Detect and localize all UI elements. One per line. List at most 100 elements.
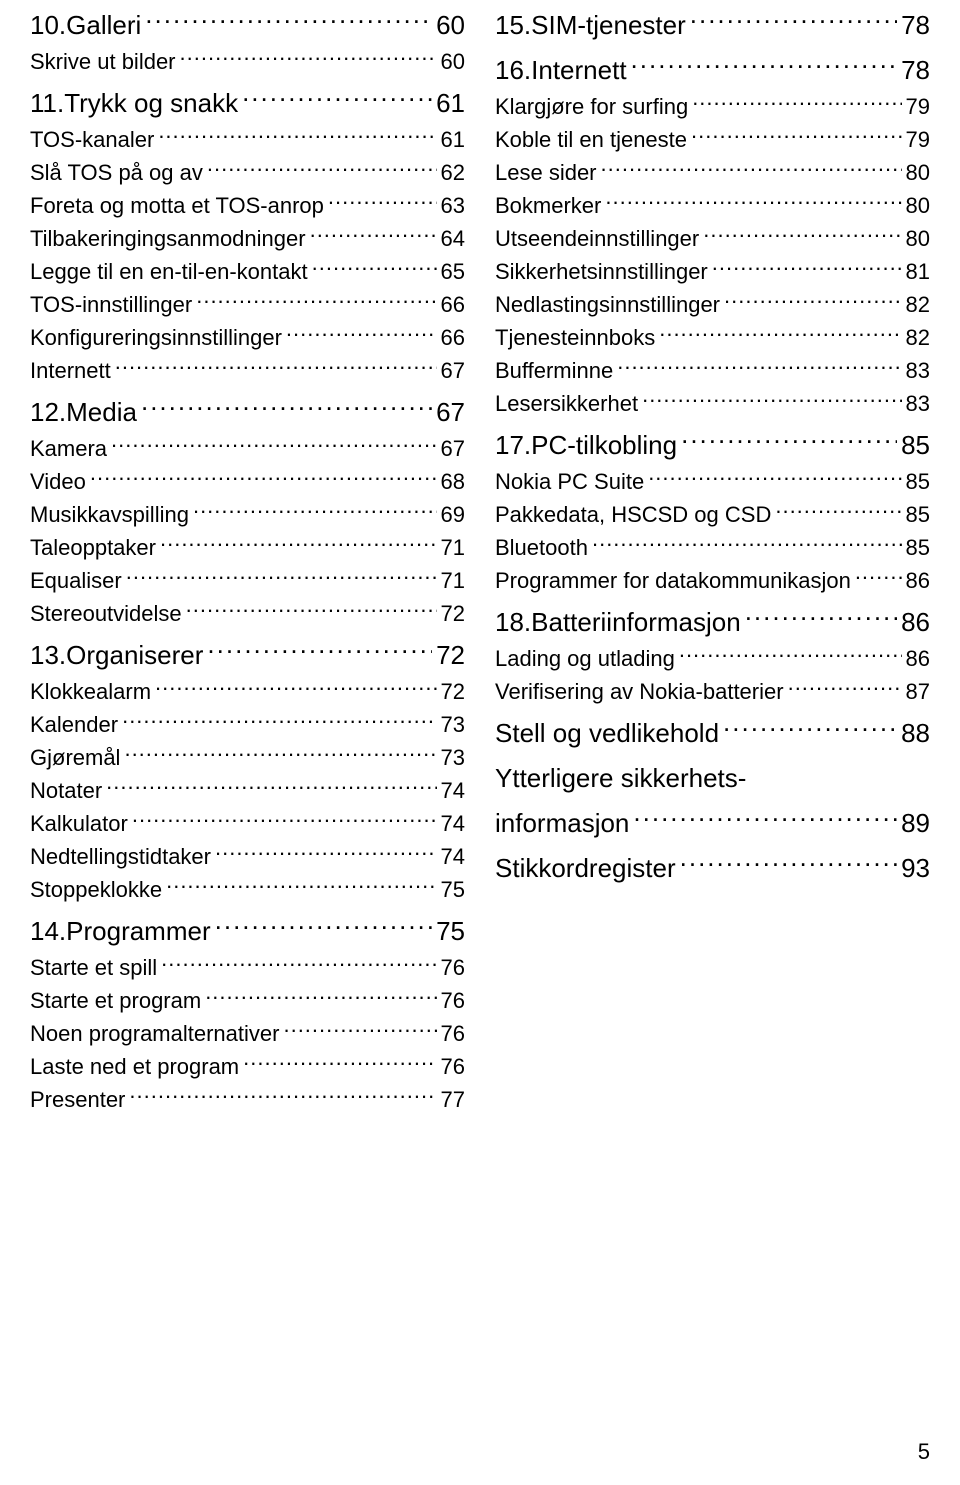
toc-leader: [141, 395, 432, 421]
toc-leader: [680, 851, 897, 877]
toc-chapter-entry: 12.Media 67: [30, 393, 465, 432]
toc-chapter-entry: 14.Programmer75: [30, 912, 465, 951]
toc-page: 80: [906, 156, 930, 189]
toc-leader: [775, 500, 901, 522]
toc-page: 86: [901, 603, 930, 642]
toc-page: 76: [441, 1017, 465, 1050]
toc-page: 76: [441, 951, 465, 984]
toc-leader: [703, 224, 901, 246]
toc-label: Lese sider: [495, 156, 597, 189]
toc-page: 69: [441, 498, 465, 531]
toc-chapter-entry: 16.Internett78: [495, 51, 930, 90]
toc-page: 87: [906, 675, 930, 708]
toc-leader: [679, 644, 902, 666]
toc-leader: [196, 290, 436, 312]
toc-label: Klokkealarm: [30, 675, 151, 708]
toc-leader: [129, 1085, 436, 1107]
toc-page: 80: [906, 222, 930, 255]
toc-label: Laste ned et program: [30, 1050, 239, 1083]
toc-page: 75: [441, 873, 465, 906]
toc-leader: [215, 914, 432, 940]
toc-page: 78: [901, 6, 930, 45]
toc-page: 63: [441, 189, 465, 222]
toc-chapter-entry: 17.PC-tilkobling85: [495, 426, 930, 465]
toc-label: Pakkedata, HSCSD og CSD: [495, 498, 771, 531]
toc-label: 13.Organiserer: [30, 636, 203, 675]
toc-label: Nokia PC Suite: [495, 465, 644, 498]
toc-sub-entry: Presenter77: [30, 1083, 465, 1116]
toc-sub-entry: Video68: [30, 465, 465, 498]
toc-leader: [592, 533, 902, 555]
toc-page: 82: [906, 288, 930, 321]
toc-page: 67: [436, 393, 465, 432]
toc-label: Stikkordregister: [495, 849, 676, 888]
toc-sub-entry: Klargjøre for surfing 79: [495, 90, 930, 123]
toc-page: 85: [906, 498, 930, 531]
toc-label: informasjon: [495, 804, 629, 843]
toc-page: 65: [441, 255, 465, 288]
toc-page: 82: [906, 321, 930, 354]
toc-leader: [659, 323, 901, 345]
toc-chapter-entry: 13.Organiserer72: [30, 636, 465, 675]
toc-label: Kalkulator: [30, 807, 128, 840]
toc-page: 76: [441, 1050, 465, 1083]
toc-label: Sikkerhetsinnstillinger: [495, 255, 708, 288]
toc-leader: [132, 809, 437, 831]
toc-page: 75: [436, 912, 465, 951]
toc-sub-entry: Verifisering av Nokia-batterier87: [495, 675, 930, 708]
toc-leader: [601, 158, 902, 180]
toc-leader: [328, 191, 437, 213]
toc-sub-entry: Stoppeklokke75: [30, 873, 465, 906]
toc-leader: [283, 1019, 436, 1041]
toc-leader: [106, 776, 436, 798]
toc-sub-entry: Tilbakeringingsanmodninger64: [30, 222, 465, 255]
toc-leader: [207, 158, 437, 180]
toc-leader: [158, 125, 436, 147]
toc-label: Kamera: [30, 432, 107, 465]
toc-label: Starte et program: [30, 984, 201, 1017]
toc-chapter-entry: informasjon89: [495, 804, 930, 843]
toc-page: 79: [906, 90, 930, 123]
toc-leader: [631, 53, 898, 79]
toc-page: 88: [901, 714, 930, 753]
toc-page: 73: [441, 741, 465, 774]
toc-page: 66: [441, 288, 465, 321]
toc-chapter-entry: 15.SIM-tjenester78: [495, 6, 930, 45]
toc-leader: [160, 533, 437, 555]
toc-label: TOS-innstillinger: [30, 288, 192, 321]
toc-sub-entry: Utseendeinnstillinger80: [495, 222, 930, 255]
toc-page: 93: [901, 849, 930, 888]
toc-leader: [243, 1052, 436, 1074]
toc-label: Klargjøre for surfing: [495, 90, 688, 123]
toc-label: Bufferminne: [495, 354, 613, 387]
toc-page: 80: [906, 189, 930, 222]
toc-leader: [90, 467, 437, 489]
toc-right-column: 15.SIM-tjenester78 16.Internett78Klargjør…: [495, 0, 930, 1116]
toc-leader: [124, 743, 436, 765]
toc-left-column: 10.Galleri60Skrive ut bilder6011.Trykk o…: [30, 0, 465, 1116]
toc-label: Koble til en tjeneste: [495, 123, 687, 156]
toc-leader: [286, 323, 437, 345]
toc-label: Stell og vedlikehold: [495, 714, 719, 753]
toc-leader: [723, 716, 897, 742]
toc-page: 81: [906, 255, 930, 288]
toc-sub-entry: Slå TOS på og av62: [30, 156, 465, 189]
toc-label: Presenter: [30, 1083, 125, 1116]
toc-sub-entry: Notater74: [30, 774, 465, 807]
toc-chapter-entry: 11.Trykk og snakk61: [30, 84, 465, 123]
toc-sub-entry: Koble til en tjeneste79: [495, 123, 930, 156]
toc-sub-entry: Foreta og motta et TOS-anrop63: [30, 189, 465, 222]
toc-page: 83: [906, 387, 930, 420]
toc-label: Bokmerker: [495, 189, 601, 222]
toc-chapter-entry: 10.Galleri60: [30, 6, 465, 45]
toc-page: 85: [906, 531, 930, 564]
toc-label: 10.Galleri: [30, 6, 141, 45]
toc-label: Ytterligere sikkerhets-: [495, 759, 746, 798]
toc-label: 12.Media: [30, 393, 137, 432]
toc-sub-entry: Musikkavspilling69: [30, 498, 465, 531]
toc-leader: [186, 599, 437, 621]
toc-leader: [724, 290, 902, 312]
page-number: 5: [918, 1439, 930, 1465]
toc-leader: [161, 953, 436, 975]
toc-label: Bluetooth: [495, 531, 588, 564]
